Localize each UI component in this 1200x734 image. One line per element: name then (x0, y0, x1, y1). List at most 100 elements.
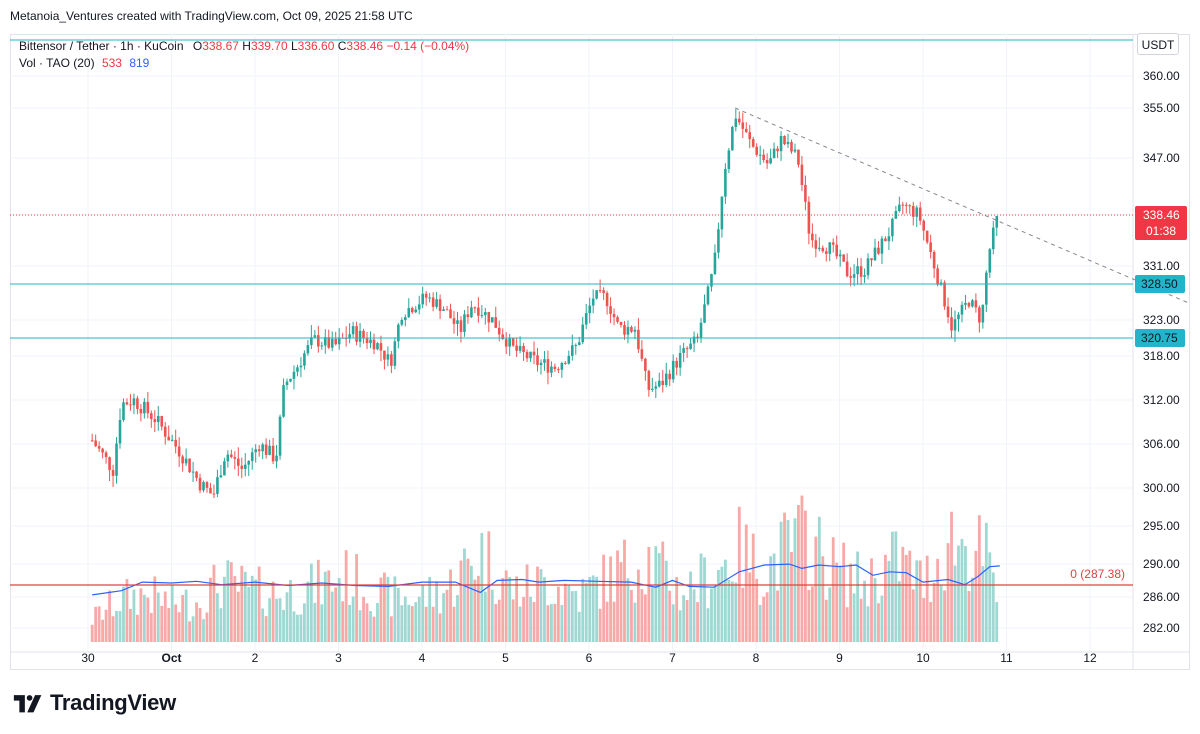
volume-bar (529, 596, 532, 642)
volume-bar (783, 512, 786, 642)
candle-body (915, 207, 919, 217)
time-tick-label: 12 (1083, 651, 1097, 665)
volume-bar (108, 590, 111, 642)
volume-bar (550, 604, 553, 642)
volume-bar (981, 566, 985, 642)
volume-bar (177, 612, 181, 642)
candle-body (849, 276, 852, 278)
volume-bar (320, 604, 324, 642)
candle-body (738, 118, 741, 123)
high-label: H (242, 39, 251, 53)
candle-body (327, 337, 331, 348)
volume-bar (515, 576, 519, 642)
volume-label[interactable]: Vol · TAO (20) (19, 56, 95, 70)
candle-body (400, 320, 404, 325)
candle-body (299, 365, 303, 368)
volume-bar (762, 596, 766, 642)
candle-body (797, 149, 800, 165)
low-label: L (290, 39, 298, 53)
volume-bar (379, 577, 383, 642)
candle-body (369, 339, 372, 344)
candle-body (905, 204, 908, 206)
volume-bar (452, 606, 456, 642)
candle-body (174, 439, 177, 447)
volume-bar (142, 594, 146, 642)
candle-body (991, 227, 995, 250)
candle-body (320, 345, 324, 347)
candle-body (637, 329, 640, 350)
candle-body (247, 461, 251, 465)
candle-body (985, 272, 988, 305)
candle-body (250, 452, 254, 462)
candle-body (459, 320, 463, 332)
price-tick-label: 360.00 (1143, 69, 1180, 83)
volume-bar (146, 597, 150, 642)
candle-body (581, 324, 585, 343)
candle-body (525, 352, 529, 359)
candle-body (477, 307, 480, 316)
candle-body (616, 317, 619, 322)
volume-bar (831, 537, 835, 642)
candle-body (490, 317, 494, 323)
time-tick-label: 5 (502, 651, 509, 665)
candle-body (644, 358, 647, 371)
candle-body (821, 247, 825, 252)
volume-bar (136, 614, 139, 642)
candle-body (605, 292, 609, 307)
volume-bar (209, 577, 212, 642)
candle-body (515, 345, 518, 351)
symbol-label[interactable]: Bittensor / Tether · 1h · KuCoin (19, 39, 184, 53)
candle-body (602, 290, 605, 293)
volume-bar (682, 595, 686, 642)
volume-bar (285, 592, 289, 642)
candle-body (522, 345, 525, 353)
volume-bar (243, 571, 247, 642)
candle-body (428, 297, 431, 299)
candle-body (682, 348, 685, 353)
candle-body (946, 306, 950, 318)
volume-bar (866, 606, 870, 642)
volume-bar (125, 579, 129, 642)
tradingview-logo[interactable]: TradingView (12, 690, 176, 716)
volume-bar (602, 554, 606, 642)
candle-body (223, 461, 226, 476)
volume-bar (852, 593, 856, 642)
candle-body (901, 204, 905, 206)
candle-body (139, 408, 143, 414)
volume-bar (574, 590, 578, 642)
volume-bar (490, 589, 494, 642)
volume-bar (184, 589, 188, 642)
volume-bar (894, 531, 898, 642)
candle-body (160, 416, 164, 427)
currency-button[interactable]: USDT (1137, 33, 1179, 55)
candle-body (960, 304, 964, 315)
candle-body (929, 242, 932, 253)
volume-bar (170, 584, 174, 642)
volume-bar (748, 572, 752, 642)
volume-bar (751, 533, 755, 642)
volume-bar (480, 532, 484, 642)
price-tick-label: 331.00 (1143, 259, 1180, 273)
price-tick-label: 306.00 (1143, 437, 1180, 451)
volume-bar (195, 602, 198, 642)
candle-body (438, 299, 442, 311)
candle-body (184, 458, 188, 464)
chart-frame (10, 34, 1190, 670)
candle-body (591, 298, 595, 306)
candle-body (776, 148, 779, 152)
volume-bar (650, 587, 654, 642)
candle-body (330, 338, 334, 348)
candle-body (731, 127, 734, 151)
volume-bar (323, 571, 327, 642)
candle-body (404, 317, 407, 321)
volume-bar (737, 506, 741, 642)
volume-bar (908, 550, 912, 642)
volume-bar (149, 612, 153, 642)
candle-body (630, 327, 633, 332)
volume-bar (633, 602, 637, 642)
candle-body (887, 236, 891, 242)
volume-bar (365, 603, 369, 642)
candle-body (494, 317, 498, 328)
volume-bar (313, 602, 317, 642)
